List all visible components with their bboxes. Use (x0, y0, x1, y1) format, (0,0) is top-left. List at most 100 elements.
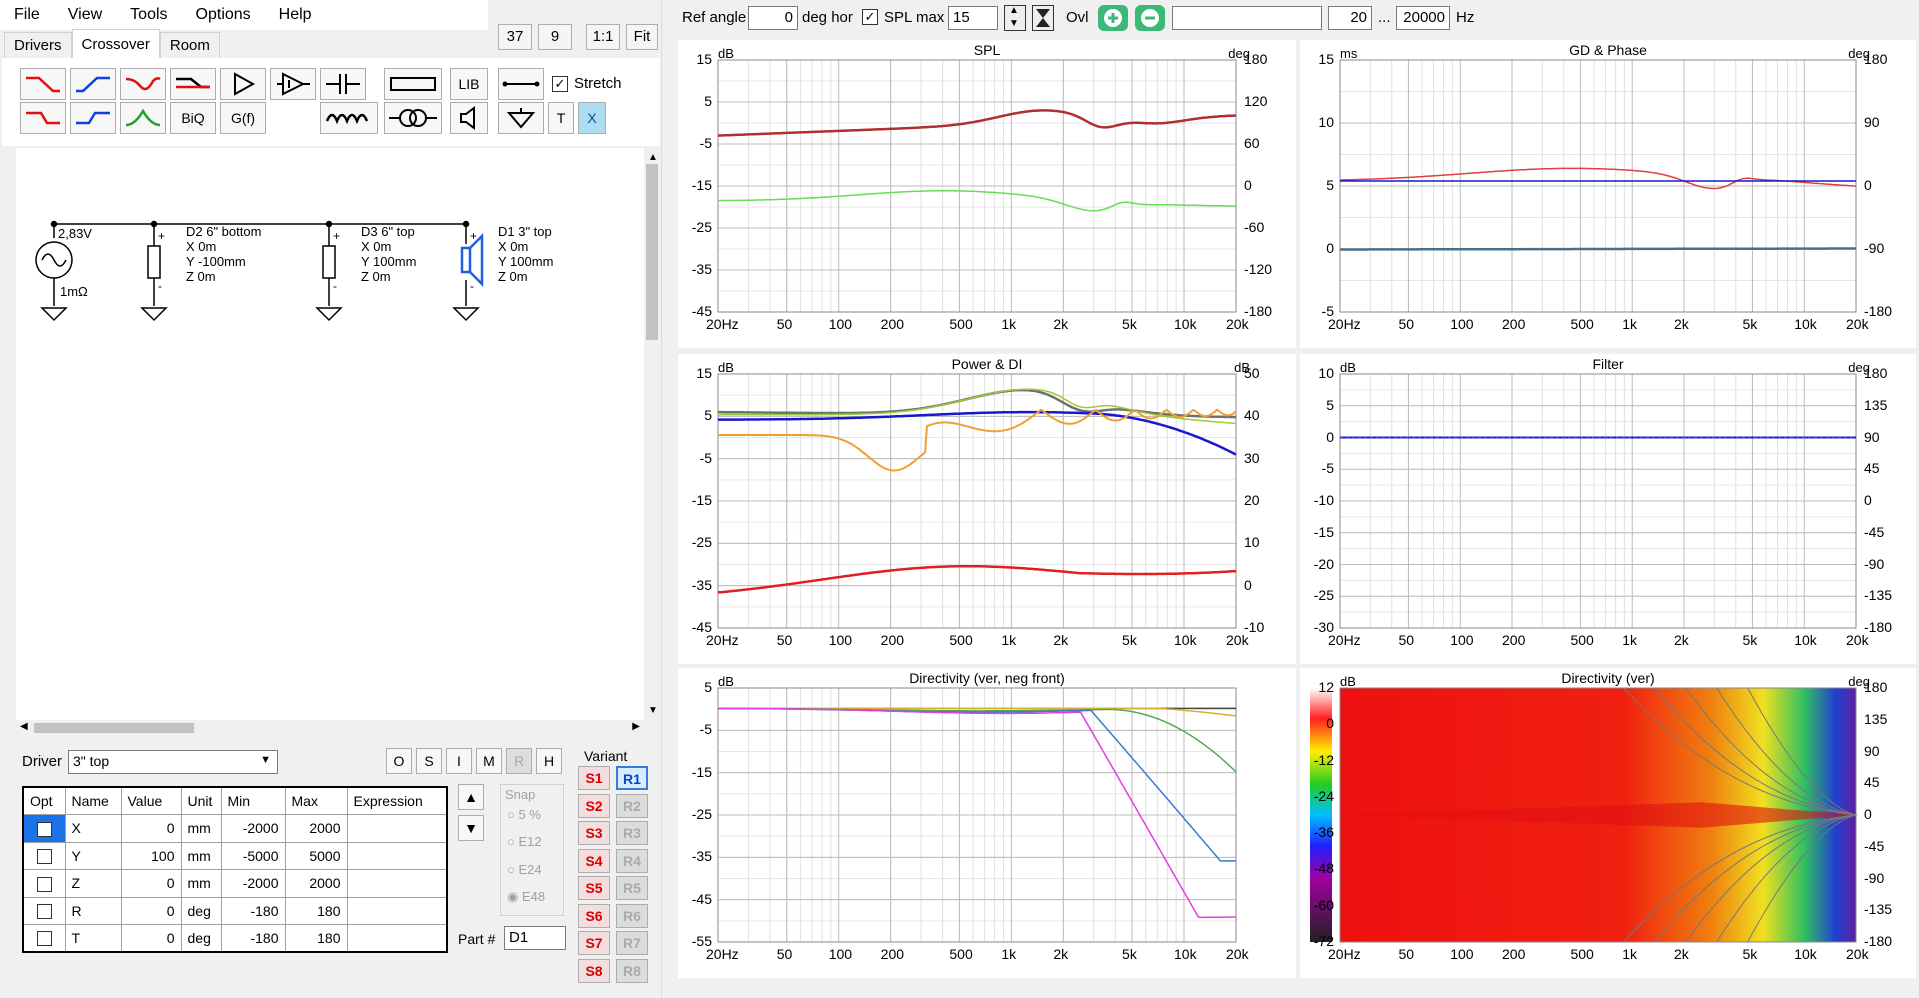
gf-button[interactable]: G(f) (220, 102, 266, 134)
menu-view[interactable]: View (67, 6, 103, 23)
menu-help[interactable]: Help (278, 6, 312, 23)
schematic-canvas[interactable]: + - + - + - 2,83V 1mΩ D2 6" bottom X 0m Y -… (16, 148, 644, 720)
ohm-h-button[interactable]: H (536, 748, 562, 774)
ohm-s-button[interactable]: S (416, 748, 442, 774)
table-row[interactable]: T 0 deg -180 180 (22, 924, 448, 953)
bandpass-green-button[interactable] (120, 102, 166, 134)
variant-r7-button[interactable]: R7 (616, 931, 648, 955)
chart-panel-4[interactable]: Directivity (ver, neg front) dB 5 -5 -15 -25 -… (678, 668, 1296, 978)
ohm-m-button[interactable]: M (476, 748, 502, 774)
lowpass2-red-button[interactable] (20, 102, 66, 134)
lowpass-red-button[interactable] (20, 68, 66, 100)
overlay-name-input[interactable] (1172, 6, 1322, 30)
param-min[interactable]: -2000 (220, 814, 286, 843)
part-number-input[interactable]: D1 (504, 926, 566, 950)
vertical-scrollbar[interactable]: ▲ ▼ (644, 148, 660, 720)
table-row[interactable]: Z 0 mm -2000 2000 (22, 869, 448, 898)
spl-max-limit-button[interactable] (1032, 5, 1054, 31)
variant-s7-button[interactable]: S7 (578, 931, 610, 955)
menu-file[interactable]: File (14, 6, 40, 23)
ohm-r-button[interactable]: R (506, 748, 532, 774)
zoom-37-button[interactable]: 37 (498, 24, 532, 50)
param-expression[interactable] (346, 924, 448, 953)
variant-s1-button[interactable]: S1 (578, 766, 610, 790)
capacitor-button[interactable] (320, 68, 366, 100)
chart-panel-0[interactable]: SPL dB deg 15 5 -5 -15 -25 -35 -45 180 120 60 0 -60 -12… (678, 40, 1296, 348)
opt-checkbox[interactable] (36, 849, 52, 865)
param-expression[interactable] (346, 869, 448, 898)
variant-s8-button[interactable]: S8 (578, 958, 610, 983)
tab-drivers[interactable]: Drivers (4, 32, 72, 58)
opt-checkbox[interactable] (36, 876, 52, 892)
tab-room[interactable]: Room (159, 32, 220, 58)
param-max[interactable]: 180 (284, 924, 348, 953)
variant-s4-button[interactable]: S4 (578, 848, 610, 873)
lib-button[interactable]: LIB (450, 68, 488, 100)
chart-panel-1[interactable]: GD & Phase ms deg 15 10 5 0 -5 180 90 0 -90 -180 20Hz… (1300, 40, 1916, 348)
scroll-left-icon[interactable]: ◀ (20, 721, 28, 732)
inductor-button[interactable] (320, 102, 378, 134)
menu-tools[interactable]: Tools (130, 6, 168, 23)
snap-option-e24[interactable]: ○ E24 (507, 862, 542, 877)
menu-options[interactable]: Options (195, 6, 251, 23)
add-overlay-button[interactable] (1098, 5, 1128, 31)
spl-max-checkbox[interactable]: ✓ (862, 9, 878, 25)
param-value[interactable]: 0 (120, 896, 182, 925)
variant-s2-button[interactable]: S2 (578, 793, 610, 818)
wire-button[interactable] (498, 68, 544, 100)
param-min[interactable]: -180 (220, 924, 286, 953)
probe-x-button[interactable]: X (578, 102, 606, 134)
param-max[interactable]: 2000 (284, 814, 348, 843)
notch-red-button[interactable] (120, 68, 166, 100)
variant-r3-button[interactable]: R3 (616, 821, 648, 845)
fit-button[interactable]: Fit (626, 24, 658, 50)
param-value[interactable]: 100 (120, 841, 182, 870)
variant-r4-button[interactable]: R4 (616, 848, 648, 873)
ohm-i-button[interactable]: I (446, 748, 472, 774)
allpass-button[interactable] (170, 68, 216, 100)
spl-max-input[interactable]: 15 (948, 6, 998, 30)
zoom-1to1-button[interactable]: 1:1 (586, 24, 620, 50)
snap-option-5pct[interactable]: ○ 5 % (507, 807, 541, 822)
driver-d2-label[interactable]: D2 6" bottom X 0m Y -100mm Z 0m (186, 224, 261, 284)
param-min[interactable]: -5000 (220, 841, 286, 870)
opt-checkbox[interactable] (36, 931, 52, 947)
driver-d1-label[interactable]: D1 3" top X 0m Y 100mm Z 0m (498, 224, 553, 284)
horizontal-scroll-thumb[interactable] (34, 723, 194, 733)
table-row[interactable]: Y 100 mm -5000 5000 (22, 841, 448, 870)
amplifier-button[interactable] (220, 68, 266, 100)
param-max[interactable]: 2000 (284, 869, 348, 898)
param-max[interactable]: 5000 (284, 841, 348, 870)
variant-s5-button[interactable]: S5 (578, 876, 610, 900)
move-down-button[interactable]: ▼ (458, 815, 484, 841)
remove-overlay-button[interactable] (1135, 5, 1165, 31)
zoom-9-button[interactable]: 9 (538, 24, 572, 50)
ref-angle-input[interactable]: 0 (748, 6, 798, 30)
resistor-button[interactable] (384, 68, 442, 100)
chart-panel-5[interactable]: Directivity (ver) dB deg 12 0 -12 -24 -36 -48 -60… (1300, 668, 1916, 978)
param-value[interactable]: 0 (120, 924, 182, 953)
opt-checkbox[interactable] (36, 904, 52, 920)
speaker-button[interactable] (450, 102, 488, 134)
param-min[interactable]: -180 (220, 896, 286, 925)
snap-option-e48[interactable]: ◉ E48 (507, 889, 546, 904)
scroll-down-icon[interactable]: ▼ (648, 705, 658, 716)
ground-button[interactable] (498, 102, 544, 134)
chart-panel-3[interactable]: Filter dB deg 10 5 0 -5 -10 -15 -20 -25 -30 180 135 90… (1300, 354, 1916, 664)
spin-up-icon[interactable]: ▲ (1009, 5, 1019, 16)
buffer-button[interactable] (270, 68, 316, 100)
biquad-button[interactable]: BiQ (170, 102, 216, 134)
param-expression[interactable] (346, 814, 448, 843)
ohm-o-button[interactable]: O (386, 748, 412, 774)
param-max[interactable]: 180 (284, 896, 348, 925)
variant-r8-button[interactable]: R8 (616, 958, 648, 983)
opt-checkbox[interactable] (36, 821, 52, 837)
freq-max-input[interactable]: 20000 (1396, 6, 1450, 30)
vertical-scroll-thumb[interactable] (646, 164, 658, 340)
param-value[interactable]: 0 (120, 869, 182, 898)
spl-max-spinner[interactable]: ▲ ▼ (1004, 5, 1026, 31)
table-row[interactable]: R 0 deg -180 180 (22, 896, 448, 925)
scroll-right-icon[interactable]: ▶ (632, 721, 640, 732)
driver-d3-label[interactable]: D3 6" top X 0m Y 100mm Z 0m (361, 224, 416, 284)
spin-down-icon[interactable]: ▼ (1009, 18, 1019, 29)
